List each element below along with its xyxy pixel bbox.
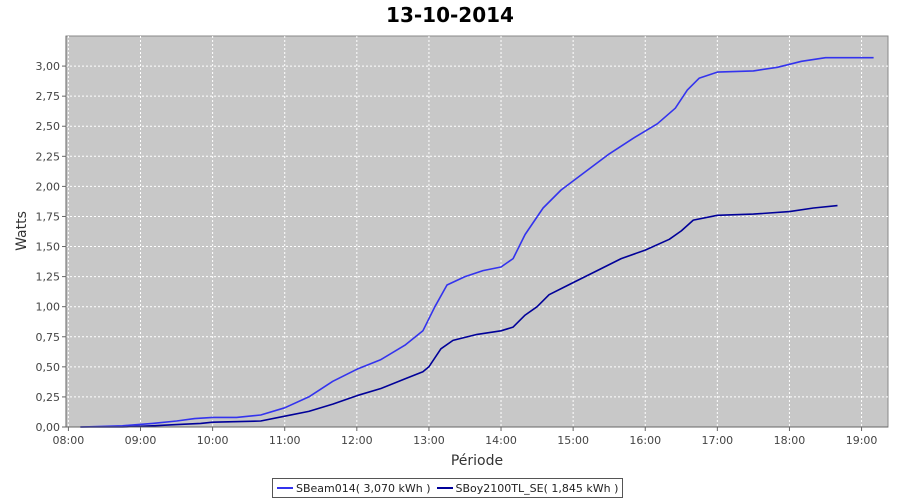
y-tick-label: 1,00 xyxy=(36,301,61,314)
y-tick-label: 2,00 xyxy=(36,180,61,193)
x-tick-label: 18:00 xyxy=(774,434,806,447)
y-tick-label: 0,00 xyxy=(36,421,61,434)
legend-swatch xyxy=(277,487,293,489)
y-tick-label: 3,00 xyxy=(36,60,61,73)
chart-title: 13-10-2014 xyxy=(386,3,514,27)
x-tick-label: 14:00 xyxy=(485,434,517,447)
x-axis-label: Période xyxy=(451,453,503,469)
x-tick-label: 08:00 xyxy=(53,434,85,447)
x-tick-label: 12:00 xyxy=(341,434,373,447)
y-tick-label: 1,75 xyxy=(36,210,61,223)
legend-swatch xyxy=(436,487,453,489)
plot-area xyxy=(65,35,889,428)
y-tick-label: 2,50 xyxy=(36,120,61,133)
grid-lines xyxy=(66,36,888,427)
x-axis: 08:00 09:00 10:00 11:00 12:00 13:00 14:00 15:00… xyxy=(53,426,888,447)
legend-label: SBeam014( 3,070 kWh ) xyxy=(296,481,431,495)
series-line-1 xyxy=(80,56,874,428)
y-tick-label: 2,75 xyxy=(36,90,61,103)
x-tick-label: 09:00 xyxy=(125,434,157,447)
legend-item: SBoy2100TL_SE( 1,845 kWh ) xyxy=(436,481,619,495)
x-tick-label: 19:00 xyxy=(846,434,878,447)
x-tick-label: 11:00 xyxy=(269,434,301,447)
x-tick-label: 10:00 xyxy=(197,434,229,447)
y-tick-label: 1,25 xyxy=(36,271,61,284)
y-tick-label: 0,75 xyxy=(36,331,61,344)
y-axis: 0,00 0,25 0,50 0,75 1,00 1,25 1,50 1,75 2,00 2,25… xyxy=(36,36,67,434)
series-layer xyxy=(80,56,874,428)
x-tick-label: 15:00 xyxy=(557,434,589,447)
y-tick-label: 2,25 xyxy=(36,150,61,163)
y-tick-label: 0,50 xyxy=(36,361,61,374)
y-tick-label: 0,25 xyxy=(36,391,61,404)
x-tick-label: 13:00 xyxy=(413,434,445,447)
y-tick-label: 1,50 xyxy=(36,241,61,254)
series-line-2 xyxy=(80,204,838,428)
x-tick-label: 17:00 xyxy=(701,434,733,447)
x-tick-label: 16:00 xyxy=(629,434,661,447)
legend-label: SBoy2100TL_SE( 1,845 kWh ) xyxy=(455,481,619,495)
chart-legend: SBeam014( 3,070 kWh ) SBoy2100TL_SE( 1,84… xyxy=(272,478,624,498)
legend-item: SBeam014( 3,070 kWh ) xyxy=(277,482,431,495)
y-axis-label: Watts xyxy=(14,211,30,251)
